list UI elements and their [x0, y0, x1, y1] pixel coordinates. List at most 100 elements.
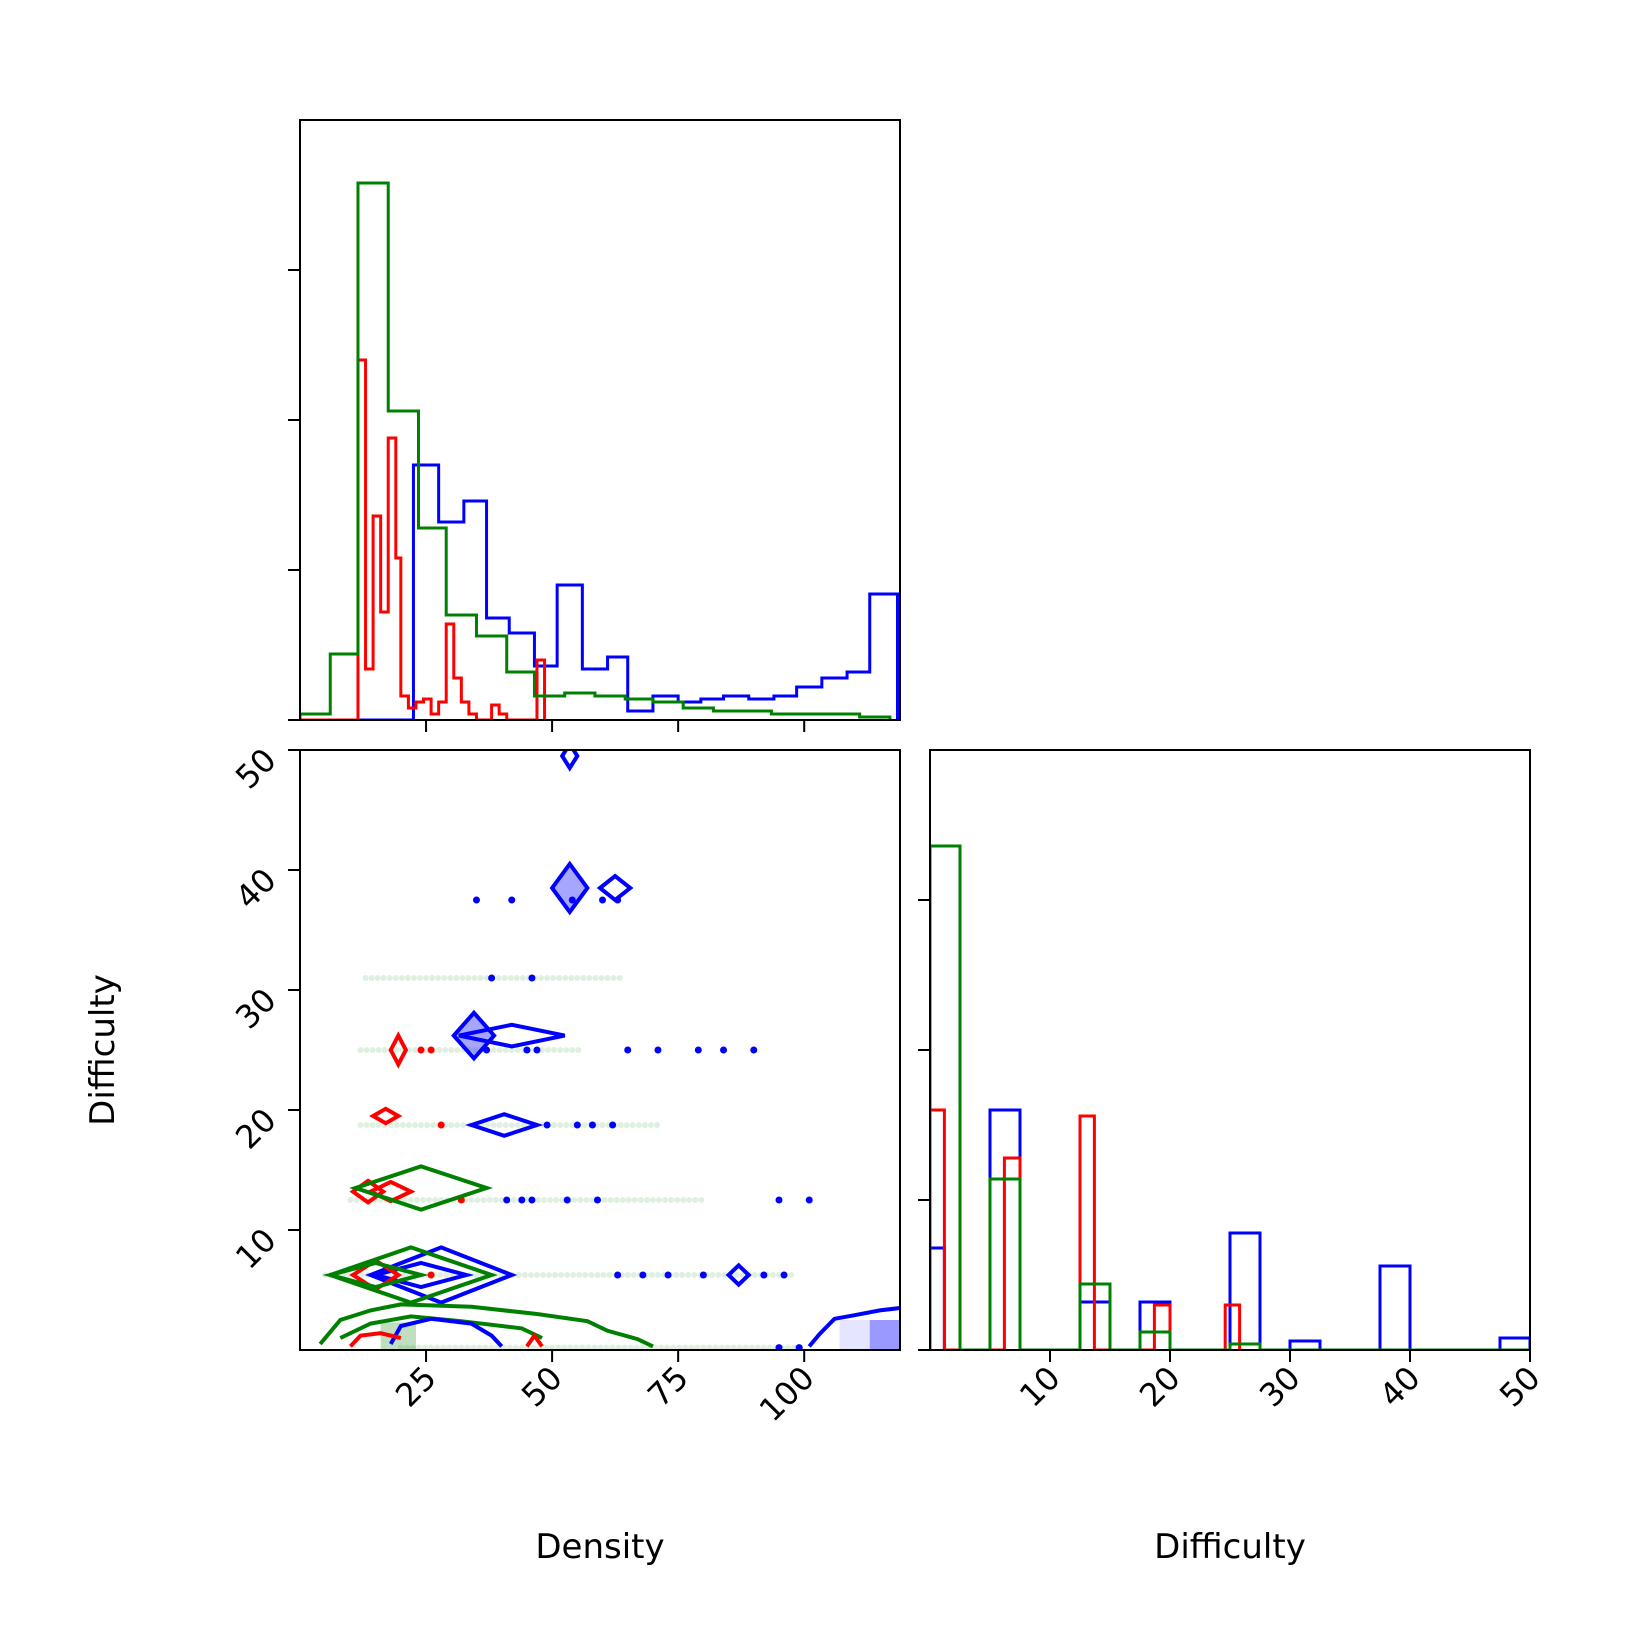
density-contour-bottom: [389, 1316, 504, 1348]
green-sample-point: [453, 975, 460, 981]
green-sample-point: [498, 1197, 505, 1203]
green-sample-point: [575, 1047, 582, 1053]
green-sample-point: [604, 975, 611, 981]
green-sample-point: [676, 1344, 683, 1350]
green-sample-point: [613, 1197, 620, 1203]
green-sample-point: [674, 1197, 681, 1203]
green-sample-point: [446, 1344, 453, 1350]
green-sample-point: [733, 1272, 740, 1278]
green-sample-point: [518, 1344, 525, 1350]
density-contour: [559, 750, 580, 772]
green-sample-point: [760, 1344, 767, 1350]
green-sample-point: [544, 975, 551, 981]
green-sample-point: [712, 1344, 719, 1350]
green-sample-point: [603, 1344, 610, 1350]
green-sample-point: [386, 975, 393, 981]
green-sample-point: [709, 1272, 716, 1278]
green-sample-point: [627, 1344, 634, 1350]
sample-point: [437, 1121, 445, 1129]
green-sample-point: [471, 975, 478, 981]
green-sample-point: [562, 975, 569, 981]
green-sample-point: [606, 1272, 613, 1278]
green-sample-point: [668, 1197, 675, 1203]
green-sample-point: [411, 1047, 418, 1053]
density-contour: [451, 1009, 497, 1062]
green-sample-point: [440, 1344, 447, 1350]
green-sample-point: [410, 975, 417, 981]
green-sample-point: [654, 1272, 661, 1278]
green-sample-point: [401, 1197, 408, 1203]
green-sample-point: [375, 1047, 382, 1053]
green-sample-point: [700, 1344, 707, 1350]
green-sample-point: [496, 1122, 503, 1128]
green-sample-point: [775, 1272, 782, 1278]
green-sample-point: [530, 1344, 537, 1350]
sample-point: [518, 1196, 526, 1204]
green-sample-point: [429, 975, 436, 981]
green-sample-point: [454, 1047, 461, 1053]
green-sample-point: [680, 1197, 687, 1203]
green-sample-point: [791, 1344, 798, 1350]
sample-point: [780, 1271, 788, 1279]
green-sample-point: [428, 1344, 435, 1350]
green-sample-point: [692, 1197, 699, 1203]
green-sample-point: [670, 1344, 677, 1350]
green-sample-point: [357, 1122, 364, 1128]
green-sample-point: [460, 1122, 467, 1128]
sample-point: [760, 1271, 768, 1279]
green-sample-point: [448, 1122, 455, 1128]
green-sample-point: [405, 1047, 412, 1053]
sample-point: [573, 1121, 581, 1129]
sample-point: [720, 1046, 728, 1054]
green-sample-point: [601, 1197, 608, 1203]
sample-point: [805, 1196, 813, 1204]
green-sample-point: [375, 1122, 382, 1128]
sample-point: [417, 1046, 425, 1054]
density-contour: [322, 1260, 429, 1290]
green-sample-point: [547, 1197, 554, 1203]
green-sample-point: [557, 1122, 564, 1128]
green-sample-point: [639, 1344, 646, 1350]
green-sample-point: [721, 1272, 728, 1278]
green-sample-point: [441, 975, 448, 981]
green-sample-point: [353, 1197, 360, 1203]
green-sample-point: [706, 1344, 713, 1350]
green-sample-point: [557, 1047, 564, 1053]
green-sample-point: [521, 1272, 528, 1278]
green-sample-point: [357, 1047, 364, 1053]
green-sample-point: [556, 975, 563, 981]
green-sample-point: [679, 1272, 686, 1278]
sample-point: [427, 1046, 435, 1054]
green-sample-point: [583, 1197, 590, 1203]
green-sample-point: [616, 975, 623, 981]
green-sample-point: [514, 1047, 521, 1053]
green-sample-point: [621, 1344, 628, 1350]
green-sample-point: [533, 1272, 540, 1278]
green-sample-point: [480, 1197, 487, 1203]
green-sample-point: [751, 1272, 758, 1278]
green-sample-point: [369, 1047, 376, 1053]
density-hist-series-2: [300, 181, 892, 720]
sample-point: [427, 1271, 435, 1279]
green-sample-point: [550, 975, 557, 981]
green-sample-point: [513, 975, 520, 981]
green-sample-point: [464, 1344, 471, 1350]
green-sample-point: [397, 1344, 404, 1350]
green-sample-point: [400, 1272, 407, 1278]
density-contour: [388, 1031, 409, 1069]
density-contour-bottom: [807, 1306, 900, 1348]
green-sample-point: [520, 1122, 527, 1128]
green-sample-point: [510, 1197, 517, 1203]
green-sample-point: [496, 1047, 503, 1053]
green-sample-point: [748, 1344, 755, 1350]
green-sample-point: [447, 975, 454, 981]
green-sample-point: [573, 1344, 580, 1350]
green-sample-point: [563, 1047, 570, 1053]
green-sample-point: [411, 1122, 418, 1128]
green-sample-point: [470, 1344, 477, 1350]
green-sample-point: [426, 1197, 433, 1203]
green-sample-point: [588, 1272, 595, 1278]
green-sample-point: [624, 1272, 631, 1278]
green-sample-point: [766, 1344, 773, 1350]
green-sample-point: [404, 975, 411, 981]
